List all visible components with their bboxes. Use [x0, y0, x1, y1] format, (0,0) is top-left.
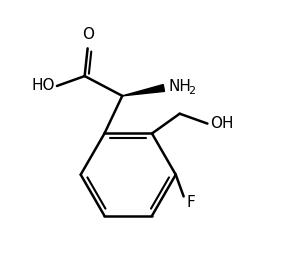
Polygon shape — [122, 85, 164, 96]
Text: F: F — [187, 195, 195, 210]
Text: 2: 2 — [189, 86, 196, 96]
Text: HO: HO — [32, 78, 55, 94]
Text: OH: OH — [210, 116, 234, 131]
Text: NH: NH — [169, 80, 192, 94]
Text: O: O — [82, 27, 94, 42]
